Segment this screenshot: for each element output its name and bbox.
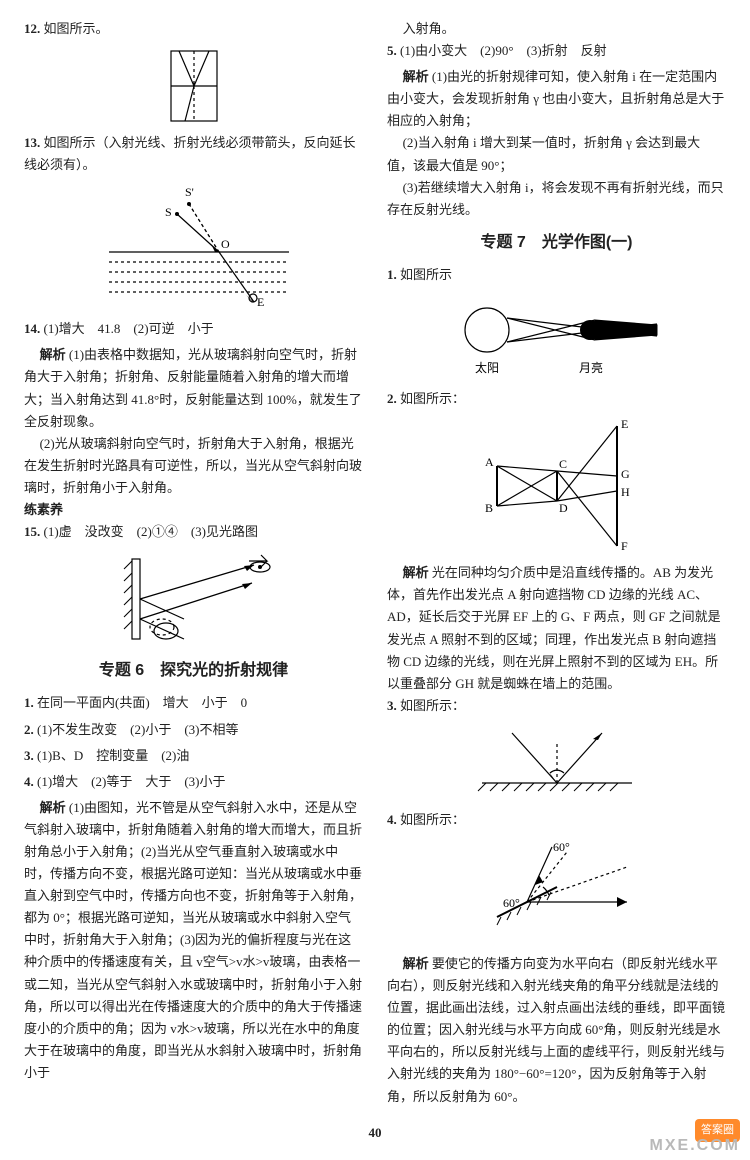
r2-text: 如图所示： <box>400 391 465 406</box>
q15-num: 15. <box>24 524 40 539</box>
q13-num: 13. <box>24 135 40 150</box>
lab-C: C <box>559 457 567 471</box>
q5-ex3: (3)若继续增大入射角 i，将会发现不再有折射光线，而只存在反射光线。 <box>387 177 726 221</box>
p3: 3. (1)B、D 控制变量 (2)油 <box>24 745 363 767</box>
q5-num: 5. <box>387 43 397 58</box>
r3-text: 如图所示： <box>400 698 465 713</box>
r3: 3. 如图所示： <box>387 695 726 717</box>
label-sun: 太阳 <box>475 360 499 375</box>
p1: 1. 在同一平面内(共面) 增大 小于 0 <box>24 692 363 714</box>
r4-ex: 解析 要使它的传播方向变为水平向右（即反射光线水平向右），则反射光线和入射光线夹… <box>387 953 726 1108</box>
q15-ans: (1)虚 没改变 (2)①④ (3)见光路图 <box>44 524 258 539</box>
watermark-url: MXE.COM <box>650 1132 740 1159</box>
q14-ans: (1)增大 41.8 (2)可逆 小于 <box>44 321 214 336</box>
angle-bot: 60° <box>503 896 520 910</box>
lab-H: H <box>621 485 630 499</box>
q13-text: 如图所示（入射光线、折射光线必须带箭头，反向延长线必须有）。 <box>24 135 356 172</box>
lab-E: E <box>621 417 628 431</box>
r1-text: 如图所示 <box>400 267 452 282</box>
r2-ex-text: 光在同种均匀介质中是沿直线传播的。AB 为发光体，首先作出发光点 A 射向遮挡物… <box>387 565 721 690</box>
cont: 入射角。 <box>387 18 726 40</box>
lab-B: B <box>485 501 493 515</box>
p1-text: 在同一平面内(共面) 增大 小于 0 <box>37 695 247 710</box>
label-S: S <box>165 205 172 219</box>
q5-ex: 解析 (1)由光的折射规律可知，使入射角 i 在一定范围内由小变大，会发现折射角… <box>387 66 726 132</box>
r1: 1. 如图所示 <box>387 264 726 286</box>
q14-ex2: (2)光从玻璃斜射向空气时，折射角大于入射角，根据光在发生折射时光路具有可逆性，… <box>24 433 363 499</box>
p2-num: 2. <box>24 722 34 737</box>
fig-q12 <box>159 46 229 126</box>
p4-ex: 解析 (1)由图知，光不管是从空气斜射入水中，还是从空气斜射入玻璃中，折射角随着… <box>24 797 363 1084</box>
r2-num: 2. <box>387 391 397 406</box>
p1-num: 1. <box>24 695 34 710</box>
p4-ex-label: 解析 <box>40 800 66 815</box>
q5-ex2: (2)当入射角 i 增大到某一值时，折射角 γ 会达到最大值，该最大值是 90°… <box>387 132 726 176</box>
q12: 12. 如图所示。 <box>24 18 363 40</box>
r2-ex: 解析 光在同种均匀介质中是沿直线传播的。AB 为发光体，首先作出发光点 A 射向… <box>387 562 726 695</box>
p4: 4. (1)增大 (2)等于 大于 (3)小于 <box>24 771 363 793</box>
q13: 13. 如图所示（入射光线、折射光线必须带箭头，反向延长线必须有）。 <box>24 132 363 176</box>
r4-num: 4. <box>387 812 397 827</box>
label-E: E <box>257 295 264 309</box>
label-O: O <box>221 237 230 251</box>
r2-ex-label: 解析 <box>403 565 429 580</box>
fig-q13: S S' O E <box>89 182 299 312</box>
fig-r2: A B C D E F G H <box>457 416 657 556</box>
title7: 专题 7 光学作图(一) <box>387 229 726 256</box>
p4-ex-text: (1)由图知，光不管是从空气斜射入水中，还是从空气斜射入玻璃中，折射角随着入射角… <box>24 800 362 1080</box>
r4-ex-text: 要使它的传播方向变为水平向右（即反射光线水平向右），则反射光线和入射光线夹角的角… <box>387 956 725 1104</box>
p4-num: 4. <box>24 774 34 789</box>
fig-r3 <box>472 723 642 803</box>
p2: 2. (1)不发生改变 (2)小于 (3)不相等 <box>24 719 363 741</box>
r2: 2. 如图所示： <box>387 388 726 410</box>
r4-text: 如图所示： <box>400 812 465 827</box>
q5-ex1: (1)由光的折射规律可知，使入射角 i 在一定范围内由小变大，会发现折射角 γ … <box>387 69 724 128</box>
lab-A: A <box>485 455 494 469</box>
liansu: 练素养 <box>24 499 363 521</box>
q15: 15. (1)虚 没改变 (2)①④ (3)见光路图 <box>24 521 363 543</box>
q5-ex-label: 解析 <box>403 69 429 84</box>
q14-num: 14. <box>24 321 40 336</box>
label-moon: 月亮 <box>579 360 603 375</box>
page-number: 40 <box>369 1122 382 1144</box>
angle-top: 60° <box>553 840 570 854</box>
q14: 14. (1)增大 41.8 (2)可逆 小于 <box>24 318 363 340</box>
p4-ans: (1)增大 (2)等于 大于 (3)小于 <box>37 774 225 789</box>
r3-num: 3. <box>387 698 397 713</box>
right-column: 入射角。 5. (1)由小变大 (2)90° (3)折射 反射 解析 (1)由光… <box>387 18 726 1108</box>
q12-text: 如图所示。 <box>44 21 109 36</box>
q14-ex: 解析 (1)由表格中数据知，光从玻璃斜射向空气时，折射角大于入射角；折射角、反射… <box>24 344 363 432</box>
fig-q15 <box>104 549 284 649</box>
lab-F: F <box>621 539 628 553</box>
lab-D: D <box>559 501 568 515</box>
r4: 4. 如图所示： <box>387 809 726 831</box>
q14-ex-label: 解析 <box>40 347 66 362</box>
q14-ex1: (1)由表格中数据知，光从玻璃斜射向空气时，折射角大于入射角；折射角、反射能量随… <box>24 347 362 428</box>
q5: 5. (1)由小变大 (2)90° (3)折射 反射 <box>387 40 726 62</box>
q5-ans: (1)由小变大 (2)90° (3)折射 反射 <box>400 43 607 58</box>
lab-G: G <box>621 467 630 481</box>
r1-num: 1. <box>387 267 397 282</box>
p3-num: 3. <box>24 748 34 763</box>
label-Sp: S' <box>185 185 194 199</box>
fig-r1: 太阳 月亮 <box>447 292 667 382</box>
p3-text: (1)B、D 控制变量 (2)油 <box>37 748 189 763</box>
r4-ex-label: 解析 <box>403 956 429 971</box>
p2-text: (1)不发生改变 (2)小于 (3)不相等 <box>37 722 238 737</box>
q12-num: 12. <box>24 21 40 36</box>
title6: 专题 6 探究光的折射规律 <box>24 657 363 684</box>
fig-r4: 60° 60° <box>457 837 657 947</box>
left-column: 12. 如图所示。 13. 如图所示（入射光线、折射光线必须带箭头，反向延长线必… <box>24 18 363 1108</box>
